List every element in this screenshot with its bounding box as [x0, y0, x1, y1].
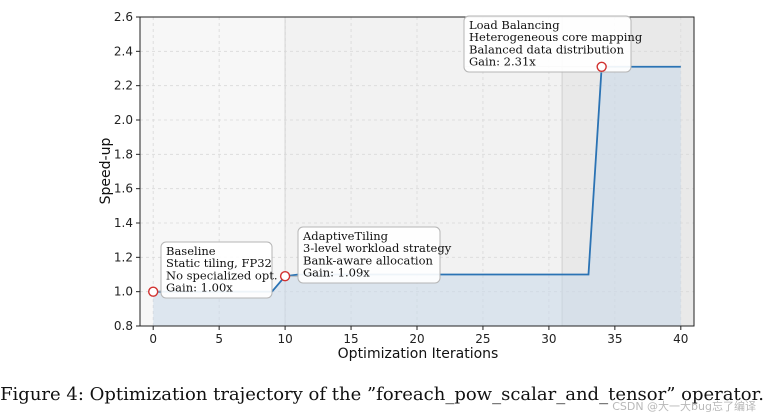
- x-tick-label: 25: [475, 332, 490, 346]
- annotation-box: [463, 15, 632, 73]
- annotation-text: AdaptiveTiling: [302, 229, 389, 243]
- y-tick-label: 2.0: [114, 113, 133, 127]
- annotation-text: Gain: 1.00x: [166, 281, 233, 295]
- y-tick-label: 1.4: [114, 216, 133, 230]
- y-tick-label: 2.4: [114, 44, 133, 58]
- x-tick-label: 20: [409, 332, 424, 346]
- y-tick-label: 1.8: [114, 147, 133, 161]
- annotation-box: [297, 226, 441, 284]
- x-tick-label: 30: [541, 332, 556, 346]
- x-tick-label: 0: [149, 332, 157, 346]
- annotation-text: Heterogeneous core mapping: [469, 30, 643, 44]
- axes: 0 5 10 15 20 25 30 35 40 0.8 1.0 1.2 1.4 1.6 1.8 2.0 2.2…: [114, 10, 695, 346]
- y-tick-label: 1.6: [114, 182, 133, 196]
- x-tick-label: 35: [607, 332, 622, 346]
- y-tick-label: 1.0: [114, 285, 133, 299]
- y-tick-label: 0.8: [114, 319, 133, 333]
- annotation-text: Load Balancing: [469, 18, 560, 32]
- x-tick-label: 15: [343, 332, 358, 346]
- y-axis-label: Speed-up: [98, 138, 114, 205]
- annotation-text: Baseline: [166, 244, 216, 258]
- x-tick-label: 10: [277, 332, 292, 346]
- annotation-text: Static tiling, FP32: [166, 256, 272, 270]
- annotation-text: Gain: 2.31x: [469, 55, 536, 69]
- speedup-chart: 0 5 10 15 20 25 30 35 40 0.8 1.0 1.2 1.4 1.6 1.8 2.0 2.2…: [98, 10, 695, 362]
- y-tick-label: 1.2: [114, 250, 133, 264]
- annotation-text: No specialized opt.: [166, 268, 278, 282]
- figure-caption: Figure 4: Optimization trajectory of the…: [0, 384, 764, 405]
- watermark: CSDN @大一大bug忘了编译: [612, 400, 756, 413]
- milestone-marker: [147, 286, 159, 297]
- milestone-marker: [596, 61, 607, 72]
- annotation-text: Bank-aware allocation: [303, 253, 434, 267]
- x-axis-label: Optimization Iterations: [338, 346, 499, 362]
- annotation-box: [160, 241, 273, 299]
- series-area: [153, 66, 681, 326]
- annotation-text: Balanced data distribution: [469, 42, 625, 56]
- annotation-text: Gain: 1.09x: [303, 266, 370, 280]
- y-tick-label: 2.2: [114, 79, 133, 93]
- x-tick-label: 40: [673, 332, 688, 346]
- y-tick-label: 2.6: [114, 10, 133, 24]
- x-tick-label: 5: [215, 332, 223, 346]
- annotation-text: 3-level workload strategy: [303, 241, 452, 255]
- milestone-marker: [279, 271, 291, 282]
